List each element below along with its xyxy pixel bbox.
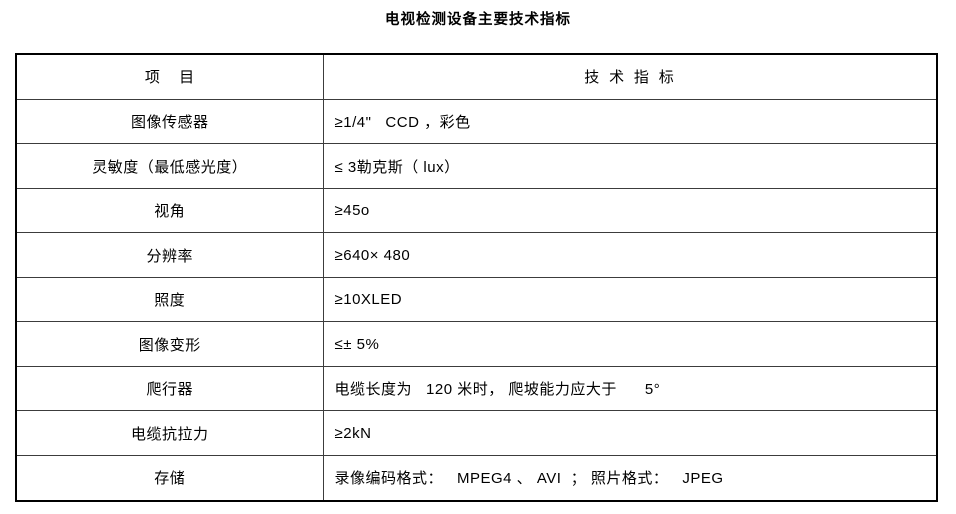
item-cell: 存储 <box>15 454 324 502</box>
item-cell: 分辨率 <box>15 232 324 278</box>
value-cell: 录像编码格式： MPEG4 、 AVI ； 照片格式： JPEG <box>322 454 938 502</box>
table-row: 存储 录像编码格式： MPEG4 、 AVI ； 照片格式： JPEG <box>15 454 938 502</box>
table-row: 视角 ≥45o <box>15 187 938 234</box>
item-cell: 图像变形 <box>15 321 324 367</box>
table-row: 爬行器 电缆长度为 120 米时， 爬坡能力应大于 5° <box>15 365 938 412</box>
table-row: 图像变形 ≤± 5% <box>15 321 938 367</box>
value-cell: ≥45o <box>322 187 938 234</box>
value-cell: ≤± 5% <box>322 321 938 367</box>
table-row: 灵敏度（最低感光度） ≤ 3勒克斯（ lux） <box>15 143 938 189</box>
item-cell: 灵敏度（最低感光度） <box>15 143 324 189</box>
value-cell: ≥10XLED <box>322 276 938 323</box>
value-cell: ≥640× 480 <box>322 232 938 278</box>
table-row: 图像传感器 ≥1/4" CCD ，彩色 <box>15 98 938 145</box>
table-row: 照度 ≥10XLED <box>15 276 938 323</box>
table-header-row: 项 目 技 术 指 标 <box>15 53 938 100</box>
item-cell: 电缆抗拉力 <box>15 410 324 456</box>
value-cell: ≤ 3勒克斯（ lux） <box>322 143 938 189</box>
value-cell: ≥1/4" CCD ，彩色 <box>322 98 938 145</box>
table-row: 电缆抗拉力 ≥2kN <box>15 410 938 456</box>
table-row: 分辨率 ≥640× 480 <box>15 232 938 278</box>
item-cell: 照度 <box>15 276 324 323</box>
page-title: 电视检测设备主要技术指标 <box>385 12 571 28</box>
value-cell: ≥2kN <box>322 410 938 456</box>
header-value: 技 术 指 标 <box>322 53 938 100</box>
value-cell: 电缆长度为 120 米时， 爬坡能力应大于 5° <box>322 365 938 412</box>
header-item: 项 目 <box>15 53 324 100</box>
item-cell: 视角 <box>15 187 324 234</box>
item-cell: 图像传感器 <box>15 98 324 145</box>
item-cell: 爬行器 <box>15 365 324 412</box>
spec-table: 项 目 技 术 指 标 图像传感器 ≥1/4" CCD ，彩色 灵敏度（最低感光… <box>15 53 938 502</box>
